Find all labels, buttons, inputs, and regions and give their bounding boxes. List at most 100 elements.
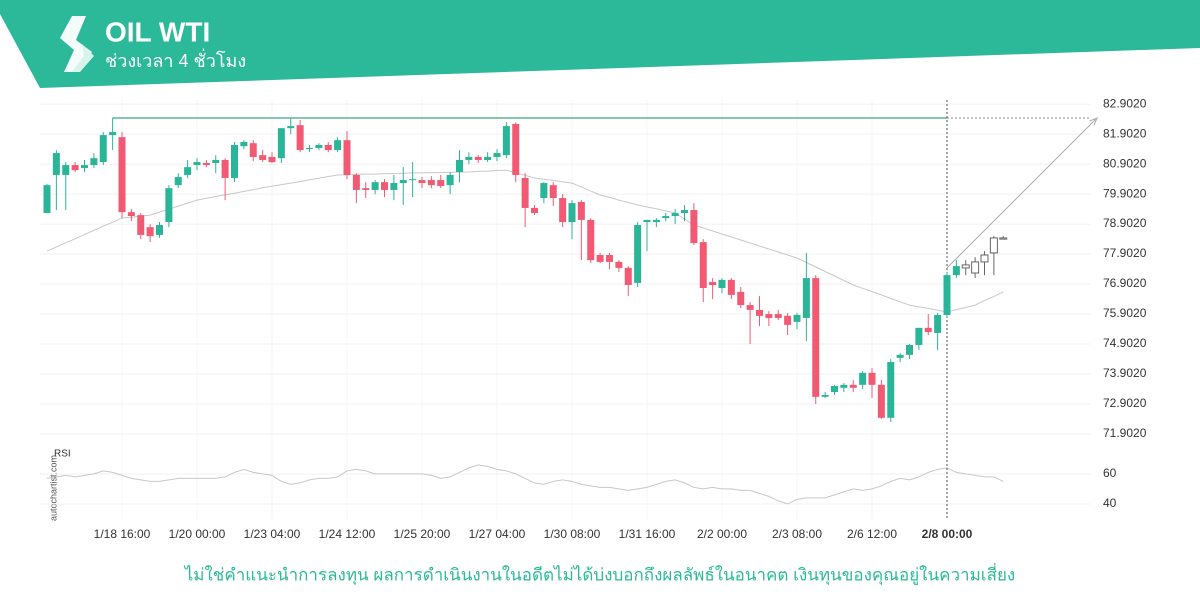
candle-body [62, 165, 70, 175]
candle-body [915, 327, 923, 345]
y-tick-label: 75.9020 [1103, 306, 1147, 320]
candle-body [99, 135, 107, 163]
candle-body [643, 219, 651, 223]
candle-body [971, 261, 980, 274]
candle-body [849, 384, 857, 388]
candle-body [277, 128, 285, 159]
candle-body [634, 225, 642, 283]
candle-body [174, 177, 182, 186]
candle-body [924, 327, 932, 333]
rsi-label: RSI [54, 449, 71, 460]
candle-body [699, 242, 707, 288]
x-tick-label: 1/18 16:00 [94, 527, 151, 541]
candle-body [127, 212, 135, 217]
candle-body [324, 144, 332, 151]
candle-body [624, 267, 632, 285]
candle-body [568, 203, 576, 223]
candle-body [465, 156, 473, 160]
candle-body [381, 182, 388, 190]
candle-body [821, 395, 829, 397]
candle-body [793, 314, 801, 322]
candle-body [718, 279, 726, 288]
candle-body [81, 165, 88, 169]
candle-body [671, 213, 679, 217]
y-tick-label: 79.9020 [1103, 186, 1147, 200]
candle-body [662, 216, 670, 219]
candle-body [737, 291, 745, 306]
x-tick-label: 1/20 00:00 [169, 527, 226, 541]
candle-body [896, 354, 904, 358]
candle-body [315, 144, 323, 148]
y-tick-label: 73.9020 [1103, 366, 1147, 380]
y-tick-label: 76.9020 [1103, 276, 1147, 290]
candle-body [587, 219, 595, 261]
y-tick-label: 77.9020 [1103, 246, 1147, 260]
candle-body [502, 126, 510, 156]
candle-body [952, 266, 960, 276]
candle-body [484, 156, 492, 160]
x-tick-label: 1/27 04:00 [469, 527, 526, 541]
candle-body [306, 147, 313, 149]
candle-body [146, 227, 154, 237]
candle-body [615, 261, 623, 268]
candle-body [343, 140, 351, 175]
candle-body [709, 281, 717, 285]
candle-body [137, 215, 145, 235]
candle-body [193, 162, 201, 166]
candle-body [409, 179, 417, 181]
chart-title: OIL WTI [105, 16, 210, 47]
candle-body [418, 180, 426, 184]
y-tick-label: 71.9020 [1103, 426, 1147, 440]
projection-arrowhead [1089, 117, 1098, 126]
y-tick-label: 81.9020 [1103, 126, 1147, 140]
x-tick-label: 2/6 12:00 [847, 527, 897, 541]
candle-body [90, 158, 98, 166]
candle-body [961, 264, 970, 269]
candle-body [690, 210, 698, 244]
candle-body [887, 362, 895, 418]
rsi-line [46, 464, 1004, 505]
candle-body [559, 198, 567, 223]
candle-body [549, 185, 557, 199]
x-tick-label: 2/2 00:00 [697, 527, 747, 541]
x-tick-label: 1/23 04:00 [244, 527, 301, 541]
candle-body [943, 275, 951, 315]
candle-body [906, 344, 913, 355]
candle-body [746, 305, 754, 310]
projection-line [946, 117, 1098, 269]
candle-body [652, 219, 660, 223]
candle-body [999, 237, 1008, 240]
candle-body [727, 279, 735, 295]
candle-body [362, 188, 370, 190]
candle-body [606, 255, 613, 262]
candle-body [774, 314, 782, 318]
candle-body [784, 315, 792, 325]
candle-body [756, 309, 763, 316]
candle-body [812, 278, 820, 397]
candle-body [43, 185, 51, 214]
candle-body [109, 132, 117, 136]
candle-body [493, 153, 501, 157]
candle-body [212, 159, 220, 163]
candle-body [989, 237, 998, 254]
candle-body [868, 372, 876, 385]
x-tick-label: 1/24 12:00 [319, 527, 376, 541]
candle-body [52, 153, 60, 175]
candle-body [446, 174, 454, 186]
candle-body [240, 141, 248, 147]
candle-body [221, 159, 229, 178]
candle-body [352, 174, 360, 190]
candle-body [934, 314, 942, 333]
candle-body [596, 255, 604, 262]
y-tick-label: 82.9020 [1103, 96, 1147, 110]
candle-body [399, 180, 407, 184]
x-tick-label: 2/3 08:00 [772, 527, 822, 541]
candle-body [71, 165, 79, 171]
candle-body [802, 278, 810, 318]
candle-body [296, 125, 304, 151]
candle-body [831, 386, 838, 393]
chart-subtitle: ช่วงเวลา 4 ชั่วโมง [105, 48, 246, 71]
candle-body [231, 144, 238, 178]
candle-body [334, 140, 342, 151]
